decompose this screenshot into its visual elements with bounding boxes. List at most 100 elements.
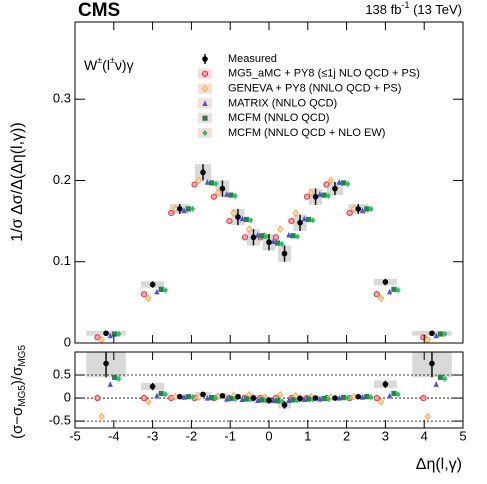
marker — [243, 396, 250, 402]
marker — [162, 391, 169, 398]
marker — [274, 240, 281, 246]
marker — [317, 191, 323, 197]
marker — [259, 233, 265, 239]
x-tick-label: -4 — [108, 428, 120, 443]
lumi-sup: -1 — [401, 0, 409, 10]
marker — [230, 209, 237, 217]
marker — [189, 205, 196, 213]
marker — [323, 181, 330, 188]
legend-swatch — [202, 115, 208, 121]
measured-point — [332, 395, 338, 401]
marker — [364, 206, 370, 212]
marker — [290, 233, 296, 239]
x-tick-label: -2 — [186, 428, 198, 443]
measured-point — [266, 239, 272, 246]
process-text: (l — [102, 57, 110, 73]
marker — [213, 180, 219, 187]
ylabel-text: )/σ — [9, 366, 26, 385]
marker — [224, 395, 230, 402]
marker — [259, 397, 265, 403]
marker — [346, 209, 353, 217]
marker — [274, 398, 281, 404]
marker — [301, 215, 307, 222]
marker — [210, 193, 218, 200]
measured-point — [149, 281, 156, 288]
measured-point — [235, 393, 241, 400]
marker — [437, 374, 444, 380]
marker — [310, 217, 316, 224]
marker — [228, 192, 234, 198]
marker — [116, 375, 122, 382]
process-label: W±(l±ν)γ — [84, 55, 134, 72]
ratio-y-axis-label: (σ−σMG5)/σMG5 — [9, 345, 28, 439]
x-axis-label: Δη(l,γ) — [416, 456, 462, 473]
marker — [181, 394, 187, 400]
marker — [94, 334, 101, 341]
marker — [292, 209, 300, 217]
marker — [140, 394, 148, 402]
marker — [294, 397, 300, 404]
marker — [232, 192, 238, 200]
measured-point — [250, 395, 257, 401]
marker — [191, 181, 198, 188]
legend-label: MG5_aMC + PY8 (≤1j NLO QCD + PS) — [228, 68, 420, 80]
marker — [321, 395, 327, 402]
marker — [420, 394, 427, 402]
marker — [359, 207, 366, 214]
marker — [226, 218, 233, 225]
marker — [336, 394, 342, 401]
marker — [325, 395, 331, 403]
x-tick-label: -1 — [224, 428, 236, 443]
marker — [195, 176, 203, 185]
measured-point — [103, 360, 109, 367]
marker — [340, 180, 347, 186]
marker — [239, 396, 245, 403]
lumi-text: (13 TeV) — [409, 2, 462, 17]
marker — [305, 216, 312, 223]
marker — [442, 330, 448, 338]
marker — [185, 394, 191, 400]
y-tick-label: 0.2 — [53, 172, 71, 187]
marker — [94, 394, 101, 402]
marker — [204, 178, 210, 185]
measured-point — [297, 395, 303, 402]
marker — [158, 390, 164, 397]
legend-swatch — [202, 56, 208, 62]
marker — [286, 397, 292, 403]
measured-point — [200, 169, 206, 176]
y-tick-label: 0.1 — [53, 253, 71, 268]
marker — [241, 234, 249, 241]
y-tick-label: 0.3 — [53, 91, 71, 106]
ylabel-sub: MG5 — [17, 385, 28, 407]
marker — [395, 287, 401, 294]
measured-point — [382, 381, 389, 388]
marker — [213, 394, 219, 402]
marker — [111, 374, 118, 380]
y-tick-label: 0 — [64, 334, 71, 349]
x-tick-label: -5 — [69, 428, 81, 443]
marker — [214, 188, 222, 197]
marker — [377, 397, 385, 406]
ylabel-sub: MG5 — [17, 345, 28, 367]
process-text: ν)γ — [115, 57, 134, 73]
marker — [364, 394, 370, 400]
legend-swatch — [201, 84, 209, 93]
legend-swatch — [201, 70, 209, 77]
marker — [288, 218, 295, 225]
process-sup: ± — [97, 55, 102, 65]
marker — [424, 412, 431, 421]
marker — [345, 394, 351, 402]
measured-point — [382, 279, 389, 285]
measured-point — [266, 397, 272, 404]
legend-swatch — [202, 129, 208, 137]
marker — [437, 331, 444, 337]
lumi-text: 138 fb — [365, 2, 401, 17]
luminosity: 138 fb-1 (13 TeV) — [365, 0, 462, 17]
measured-point — [176, 206, 183, 212]
measured-point — [219, 392, 226, 399]
legend-swatch — [202, 100, 208, 106]
x-tick-label: 4 — [421, 428, 428, 443]
marker — [98, 412, 106, 421]
marker — [272, 234, 280, 241]
marker — [270, 238, 276, 245]
